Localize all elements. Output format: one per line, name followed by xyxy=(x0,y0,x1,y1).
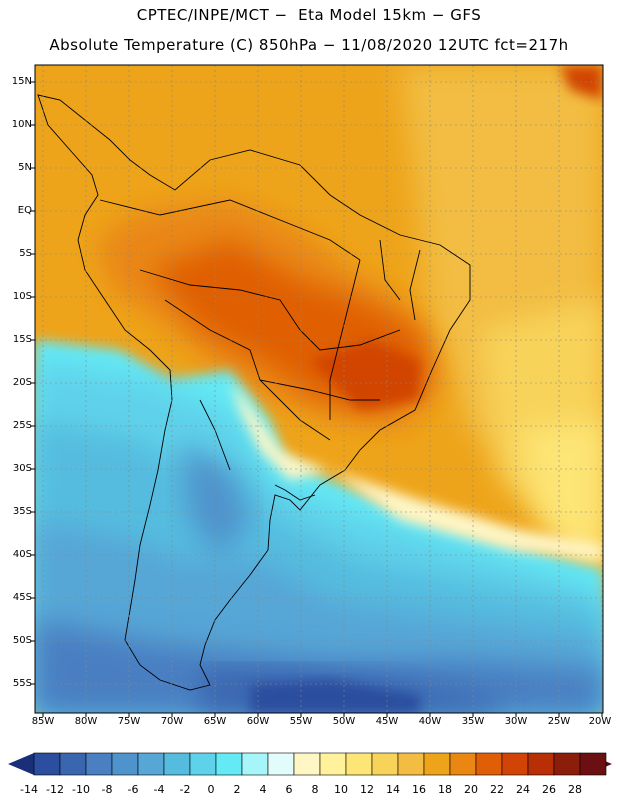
colorbar-cell xyxy=(293,752,321,776)
lat-label-45s: 45S xyxy=(12,592,32,603)
colorbar-label: 12 xyxy=(360,783,374,796)
colorbar xyxy=(8,752,612,776)
lon-label-60w: 60W xyxy=(246,716,270,727)
coastlines xyxy=(37,94,471,691)
colorbar-label: -10 xyxy=(72,783,90,796)
lon-label-50w: 50W xyxy=(332,716,356,727)
graticule xyxy=(35,65,603,713)
colorbar-cell xyxy=(137,752,165,776)
lon-label-70w: 70W xyxy=(160,716,184,727)
colorbar-cell xyxy=(215,752,243,776)
colorbar-label: 16 xyxy=(412,783,426,796)
colorbar-cell xyxy=(189,752,217,776)
lon-label-25w: 25W xyxy=(547,716,571,727)
lat-label-55s: 55S xyxy=(12,678,32,689)
lat-label-30s: 30S xyxy=(12,463,32,474)
lon-label-80w: 80W xyxy=(74,716,98,727)
colorbar-cell xyxy=(527,752,555,776)
colorbar-label: -14 xyxy=(20,783,38,796)
colorbar-label: 14 xyxy=(386,783,400,796)
colorbar-cell xyxy=(423,752,451,776)
lat-label-20s: 20S xyxy=(12,377,32,388)
colorbar-under-arrow xyxy=(8,753,34,775)
lon-label-30w: 30W xyxy=(504,716,528,727)
colorbar-cell xyxy=(345,752,373,776)
lon-label-85w: 85W xyxy=(31,716,55,727)
colorbar-cell xyxy=(553,752,581,776)
colorbar-cell xyxy=(319,752,347,776)
lon-label-55w: 55W xyxy=(289,716,313,727)
map-frame xyxy=(34,64,604,714)
colorbar-cell xyxy=(501,752,529,776)
lon-label-65w: 65W xyxy=(203,716,227,727)
colorbar-cell xyxy=(85,752,113,776)
colorbar-label: -12 xyxy=(46,783,64,796)
colorbar-cell xyxy=(163,752,191,776)
lat-label-15n: 15N xyxy=(11,76,32,87)
colorbar-label: 4 xyxy=(259,783,267,796)
lat-label-5n: 5N xyxy=(18,162,32,173)
lat-label-40s: 40S xyxy=(12,549,32,560)
colorbar-label: 0 xyxy=(207,783,215,796)
colorbar-cell xyxy=(371,752,399,776)
lon-label-35w: 35W xyxy=(461,716,485,727)
lat-label-50s: 50S xyxy=(12,635,32,646)
colorbar-label: -6 xyxy=(127,783,139,796)
colorbar-cell xyxy=(397,752,425,776)
colorbar-label: 20 xyxy=(464,783,478,796)
colorbar-cell xyxy=(267,752,295,776)
colorbar-cells xyxy=(33,752,607,776)
lat-label-25s: 25S xyxy=(12,420,32,431)
colorbar-label: 24 xyxy=(516,783,530,796)
lon-label-20w: 20W xyxy=(588,716,612,727)
lon-label-40w: 40W xyxy=(418,716,442,727)
lat-label-5s: 5S xyxy=(19,248,32,259)
colorbar-cell xyxy=(241,752,269,776)
colorbar-label: 8 xyxy=(311,783,319,796)
colorbar-label: -8 xyxy=(101,783,113,796)
colorbar-cell xyxy=(475,752,503,776)
colorbar-label: 22 xyxy=(490,783,504,796)
lat-label-15s: 15S xyxy=(12,334,32,345)
lat-label-35s: 35S xyxy=(12,506,32,517)
lon-label-75w: 75W xyxy=(117,716,141,727)
colorbar-cell xyxy=(33,752,61,776)
colorbar-label: 18 xyxy=(438,783,452,796)
colorbar-label: 10 xyxy=(334,783,348,796)
lon-label-45w: 45W xyxy=(375,716,399,727)
colorbar-label: 26 xyxy=(542,783,556,796)
colorbar-label: 28 xyxy=(568,783,582,796)
lat-label-10n: 10N xyxy=(11,119,32,130)
colorbar-label: -4 xyxy=(153,783,165,796)
colorbar-cell xyxy=(111,752,139,776)
colorbar-label: -2 xyxy=(179,783,191,796)
lat-label-10s: 10S xyxy=(12,291,32,302)
colorbar-cell xyxy=(579,752,607,776)
lat-label-eq: EQ xyxy=(17,205,32,216)
colorbar-cell xyxy=(59,752,87,776)
colorbar-cell xyxy=(449,752,477,776)
colorbar-label: 2 xyxy=(233,783,241,796)
colorbar-label: 6 xyxy=(285,783,293,796)
map-title-source: CPTEC/INPE/MCT − Eta Model 15km − GFS xyxy=(136,6,482,24)
map-title-variable: Absolute Temperature (C) 850hPa − 11/08/… xyxy=(49,36,569,54)
